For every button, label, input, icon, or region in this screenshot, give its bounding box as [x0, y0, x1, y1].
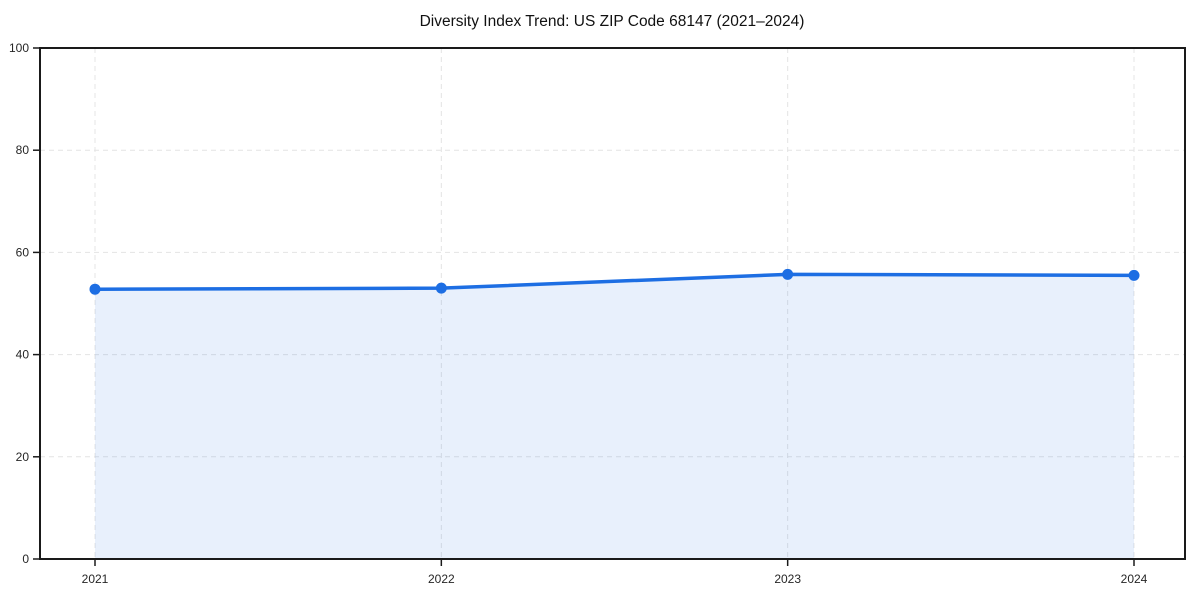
x-tick-label: 2021 [82, 572, 109, 586]
data-point [782, 268, 794, 280]
plot-border [39, 47, 1186, 560]
y-tick-label: 80 [16, 143, 30, 157]
area-fill [95, 274, 1134, 559]
data-point [1128, 269, 1140, 281]
data-point [435, 282, 447, 294]
x-tick-label: 2023 [774, 572, 801, 586]
data-point [89, 283, 101, 295]
chart-title: Diversity Index Trend: US ZIP Code 68147… [419, 13, 805, 30]
trend-line [93, 272, 1136, 291]
y-tick-label: 0 [22, 552, 29, 566]
y-tick-label: 40 [16, 348, 30, 362]
y-tick-label: 100 [9, 41, 29, 55]
y-tick-label: 20 [16, 450, 30, 464]
x-tick-label: 2022 [428, 572, 455, 586]
x-tick-label: 2024 [1121, 572, 1148, 586]
y-tick-label: 60 [16, 245, 30, 259]
